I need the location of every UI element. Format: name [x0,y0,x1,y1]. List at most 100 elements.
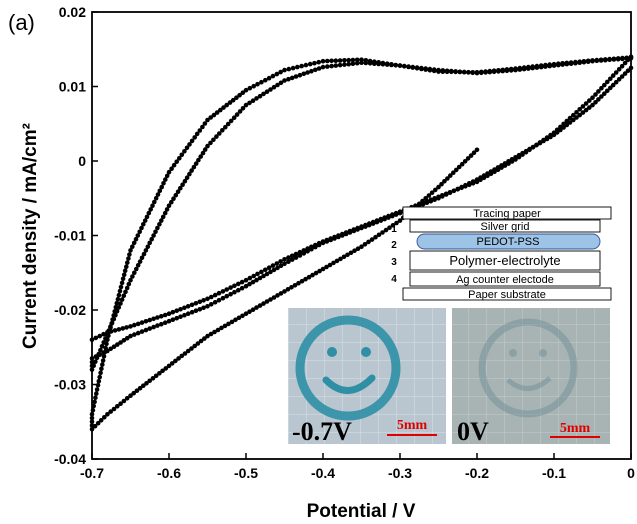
data-point [350,57,356,63]
data-point [622,60,628,66]
data-point [610,82,616,88]
data-point [119,297,125,302]
data-point [286,66,292,72]
data-point [151,316,156,322]
data-point [513,67,518,73]
x-tick-label: -0.7 [80,465,104,481]
data-point [169,199,174,205]
data-point [209,294,214,300]
data-point [120,326,126,331]
data-point [424,198,430,204]
data-point [596,89,601,94]
data-point [118,340,123,345]
data-point [123,289,128,295]
data-point [327,262,333,268]
data-point [166,311,172,317]
data-point [112,328,118,333]
data-point [436,67,441,73]
data-point [394,220,399,226]
data-point [111,406,117,412]
data-point [320,64,326,70]
data-point [346,61,352,67]
data-point [175,189,181,194]
data-point [182,312,187,318]
data-point [305,246,310,251]
data-point [189,138,195,144]
data-point [185,304,191,309]
data-point [166,169,172,175]
data-point [530,65,535,71]
data-point [516,154,522,160]
data-point [208,140,213,146]
data-point [537,140,543,145]
data-point [261,301,266,306]
data-point [282,261,287,267]
data-point [254,96,259,101]
data-point [439,181,444,187]
data-point [295,64,300,70]
data-point [382,215,387,220]
data-point [299,278,305,284]
data-point [121,338,127,343]
data-point [564,118,570,124]
data-point [178,314,183,320]
data-point [348,250,354,256]
data-point [293,251,299,257]
data-point [118,401,123,407]
data-point [384,62,390,67]
data-point [274,71,280,77]
data-point [347,228,353,234]
data-point [125,260,130,265]
data-point [355,246,361,251]
data-point [607,57,612,63]
data-point [116,327,122,332]
data-point [157,222,162,227]
y-tick-label: -0.01 [54,228,86,244]
data-point [341,254,347,260]
data-point [226,321,231,327]
data-point [564,61,570,67]
data-point [278,80,284,86]
data-point [149,236,154,242]
data-point [419,65,424,71]
data-point [105,348,110,354]
photo-bleached-state: 0V 5mm [452,308,610,446]
data-point [474,147,480,153]
layer-paper-substrate [402,287,612,301]
data-point [239,285,245,291]
data-point [225,121,231,127]
data-point [257,93,263,99]
data-point [278,259,283,264]
data-point [198,154,203,159]
data-point [568,61,574,66]
data-point [227,100,233,105]
layer-polymer-electrolyte-label: Polymer-electrolyte [449,253,560,268]
data-point [567,115,573,121]
data-point [603,57,608,63]
data-point [155,225,160,231]
photo-right-potential-label: 0V [457,417,489,446]
layer-polymer-electrolyte [409,250,601,271]
data-point [148,207,153,212]
data-point [581,59,587,65]
data-point [128,333,133,339]
data-point [521,66,527,72]
data-point [456,164,462,170]
data-point [240,90,246,95]
data-point [373,234,378,240]
data-point [317,268,322,274]
y-tick-label: -0.04 [54,451,86,467]
data-point [608,76,613,82]
data-point [159,314,164,319]
data-point [316,240,322,246]
data-point [340,231,345,237]
data-point [166,363,172,369]
data-point [198,338,204,344]
data-point [141,222,146,227]
layer-pedot-pss-label: PEDOT-PSS [477,236,540,248]
data-point [417,201,422,207]
data-point [189,302,195,308]
data-point [192,135,197,140]
data-point [176,356,181,361]
smiley-right-eye [361,347,371,357]
